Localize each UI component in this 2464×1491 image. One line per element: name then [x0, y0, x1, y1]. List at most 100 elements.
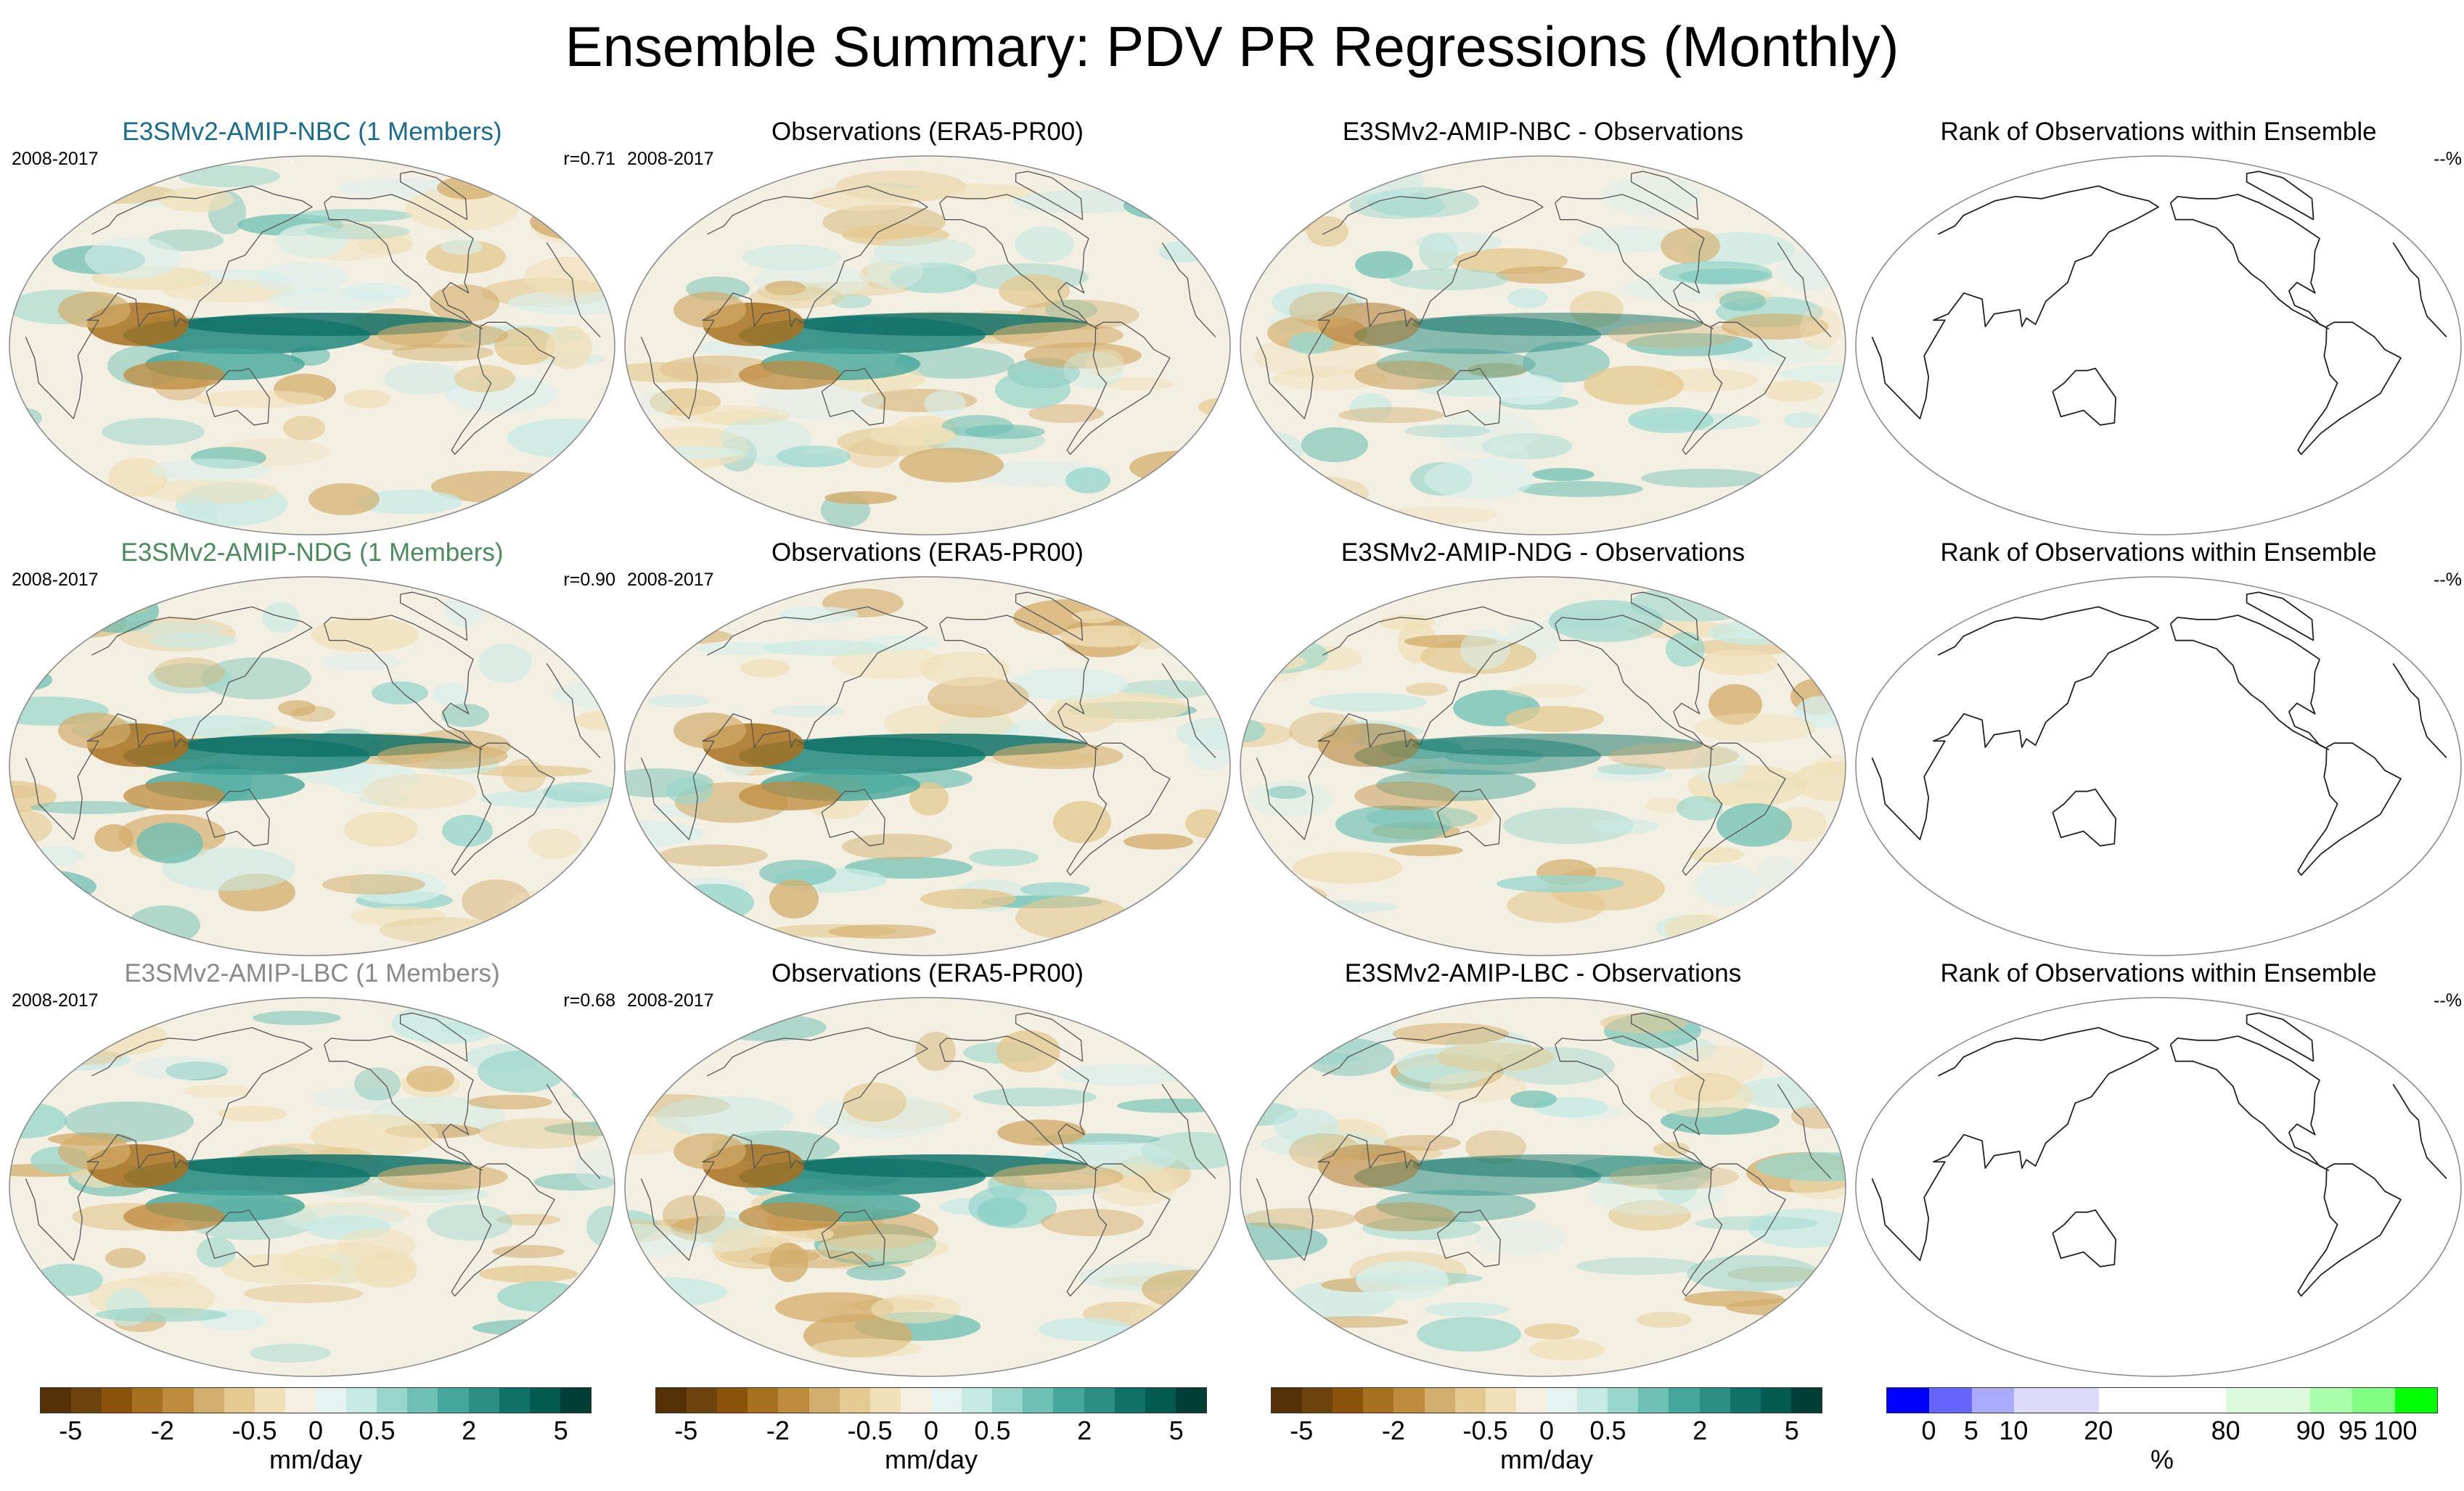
panel-obs-row2: Observations (ERA5-PR00) 2008-2017	[623, 537, 1232, 958]
panel-obs-row3: Observations (ERA5-PR00) 2008-2017	[623, 958, 1232, 1379]
colorbar-tick-label: 5	[1168, 1416, 1184, 1445]
colorbar-box	[560, 1388, 591, 1413]
colorbar-box	[315, 1388, 347, 1413]
colorbar-box	[2352, 1388, 2395, 1413]
colorbar-tick-label: 10	[1999, 1416, 2029, 1445]
regression-map	[9, 155, 615, 535]
colorbar-box	[377, 1388, 408, 1413]
colorbar-box	[1929, 1388, 1972, 1413]
colorbar-box	[1454, 1388, 1486, 1413]
period-label: 2008-2017	[627, 990, 714, 1011]
colorbar-box	[1333, 1388, 1364, 1413]
regression-map	[1240, 155, 1846, 535]
colorbar-tick-label: 0	[1921, 1416, 1936, 1445]
colorbar-box	[1175, 1388, 1206, 1413]
colorbar-box	[2140, 1388, 2184, 1413]
colorbar-box	[1145, 1388, 1176, 1413]
colorbar-unit: mm/day	[1499, 1445, 1594, 1474]
colorbar-box	[778, 1388, 809, 1413]
colorbar-tick-label: 0	[1539, 1416, 1555, 1445]
colorbar-box	[2394, 1388, 2438, 1413]
period-label: 2008-2017	[12, 149, 99, 169]
colorbar-box	[1485, 1388, 1516, 1413]
colorbar-box	[2183, 1388, 2226, 1413]
colorbar-box	[1669, 1388, 1700, 1413]
panel-diff-row3: E3SMv2-AMIP-LBC - Observations	[1238, 958, 1848, 1379]
colorbar-tick-label: 2	[1693, 1416, 1708, 1445]
colorbar-box	[1699, 1388, 1730, 1413]
colorbar-box	[1608, 1388, 1639, 1413]
colorbar-tick-label: -5	[674, 1416, 698, 1445]
colorbar-box	[254, 1388, 285, 1413]
panel-model-row2: E3SMv2-AMIP-NDG (1 Members) 2008-2017 r=0.…	[7, 537, 617, 958]
colorbar-box	[2056, 1388, 2099, 1413]
coastline	[1256, 591, 1832, 876]
colorbar-box	[224, 1388, 255, 1413]
colorbar-box	[809, 1388, 840, 1413]
regression-map	[624, 997, 1231, 1377]
colorbar-tick-label: 0.5	[1589, 1416, 1626, 1445]
panel-title: Observations (ERA5-PR00)	[771, 538, 1084, 567]
panel-rank-row3: Rank of Observations within Ensemble --%	[1854, 958, 2463, 1379]
regression-map	[624, 155, 1231, 535]
panel-title: E3SMv2-AMIP-LBC - Observations	[1344, 959, 1742, 987]
colorbar-box	[869, 1388, 901, 1413]
colorbar-box	[1546, 1388, 1578, 1413]
panel-title: Rank of Observations within Ensemble	[1940, 538, 2377, 567]
period-label: 2008-2017	[627, 149, 714, 169]
colorbar-tick-label: -5	[59, 1416, 83, 1445]
coastline	[1871, 591, 2447, 876]
colorbar-box	[499, 1388, 530, 1413]
colorbar-tick-label: -5	[1290, 1416, 1314, 1445]
panel-title: E3SMv2-AMIP-LBC (1 Members)	[124, 959, 500, 987]
colorbar-tick-label: -0.5	[232, 1416, 277, 1445]
period-label: 2008-2017	[627, 570, 714, 590]
colorbar-tick-label: 0.5	[974, 1416, 1011, 1445]
colorbar-box	[163, 1388, 194, 1413]
colorbar-tick-label: 95	[2338, 1416, 2368, 1445]
panel-model-row3: E3SMv2-AMIP-LBC (1 Members) 2008-2017 r=0.…	[7, 958, 617, 1379]
colorbar-box	[1084, 1388, 1115, 1413]
coastline	[1256, 1012, 1832, 1297]
rank-map	[1855, 997, 2462, 1377]
colorbar-model: -5 -2 -0.5 0 0.5 2 5 mm/day	[40, 1387, 592, 1474]
colorbar-difference: -5 -2 -0.5 0 0.5 2 5 mm/day	[1271, 1387, 1822, 1474]
colorbar-box	[1424, 1388, 1455, 1413]
panel-title: E3SMv2-AMIP-NBC - Observations	[1342, 118, 1744, 146]
coastline	[640, 1012, 1216, 1297]
colorbar-box	[285, 1388, 316, 1413]
colorbar-box	[468, 1388, 499, 1413]
panel-diff-row2: E3SMv2-AMIP-NDG - Observations	[1238, 537, 1848, 958]
colorbar-tick-label: -2	[1381, 1416, 1405, 1445]
panel-title: E3SMv2-AMIP-NDG - Observations	[1341, 538, 1745, 567]
colorbar-tick-label: 100	[2373, 1416, 2418, 1445]
colorbar-box	[962, 1388, 993, 1413]
colorbar-tick-label: 5	[553, 1416, 568, 1445]
rank-map	[1855, 155, 2462, 535]
coastline	[1871, 171, 2447, 456]
colorbar-box	[2267, 1388, 2311, 1413]
colorbar-observations: -5 -2 -0.5 0 0.5 2 5 mm/day	[655, 1387, 1207, 1474]
colorbar-box	[2225, 1388, 2268, 1413]
figure-title: Ensemble Summary: PDV PR Regressions (Mo…	[565, 15, 1899, 78]
colorbar-box	[1272, 1388, 1303, 1413]
colorbar-unit: mm/day	[269, 1445, 363, 1474]
rank-percent-label: --%	[2434, 149, 2462, 169]
regression-map	[1240, 997, 1846, 1377]
colorbar-tick-label: -0.5	[847, 1416, 893, 1445]
colorbar-box	[2013, 1388, 2057, 1413]
colorbar-unit: mm/day	[884, 1445, 978, 1474]
colorbar-boxes	[40, 1387, 592, 1413]
panel-title: Rank of Observations within Ensemble	[1940, 118, 2377, 146]
colorbar-tick-label: 0	[923, 1416, 939, 1445]
panel-title: Rank of Observations within Ensemble	[1940, 959, 2377, 987]
colorbar-boxes	[1886, 1387, 2438, 1413]
colorbar-box	[193, 1388, 224, 1413]
colorbar-unit: %	[2150, 1445, 2174, 1474]
colorbar-box	[1638, 1388, 1669, 1413]
colorbar-tick-label: 20	[2084, 1416, 2113, 1445]
colorbar-tick-label: 90	[2296, 1416, 2325, 1445]
colorbar-tick-label: 5	[1784, 1416, 1799, 1445]
colorbar-box	[438, 1388, 469, 1413]
colorbar-box	[992, 1388, 1023, 1413]
